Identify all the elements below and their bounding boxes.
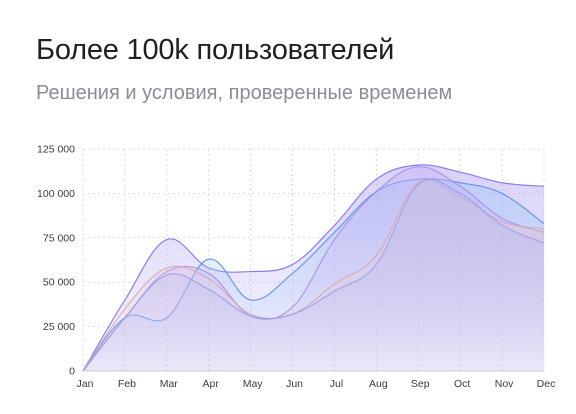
y-tick-label: 50 000 [43, 277, 75, 289]
y-tick-label: 125 000 [37, 144, 75, 156]
chart-axes: 0 25 000 50 000 75 000 100 000 125 000 Jan Feb M… [37, 144, 555, 391]
x-tick-label: Jan [77, 378, 94, 390]
page-title: Более 100k пользователей [36, 34, 395, 66]
x-tick-label: Dec [537, 378, 556, 390]
x-tick-label: Jun [286, 378, 303, 390]
x-tick-label: Nov [495, 378, 514, 390]
x-tick-label: Mar [160, 378, 179, 390]
series-area [83, 179, 544, 371]
y-tick-label: 25 000 [43, 321, 75, 333]
x-tick-label: Oct [454, 378, 470, 390]
page-subtitle: Решения и условия, проверенные временем [36, 82, 453, 104]
series-line [82, 178, 545, 372]
chart-series [82, 164, 545, 372]
y-tick-label: 0 [69, 366, 75, 378]
x-tick-label: May [243, 378, 264, 390]
y-tick-label: 100 000 [37, 188, 75, 200]
y-tick-label: 75 000 [43, 232, 75, 244]
series-line [82, 164, 545, 372]
x-tick-label: Jul [330, 378, 343, 390]
x-tick-label: Sep [411, 378, 430, 390]
x-tick-label: Apr [203, 378, 220, 390]
x-tick-label: Aug [369, 378, 388, 390]
x-tick-label: Feb [118, 378, 136, 390]
